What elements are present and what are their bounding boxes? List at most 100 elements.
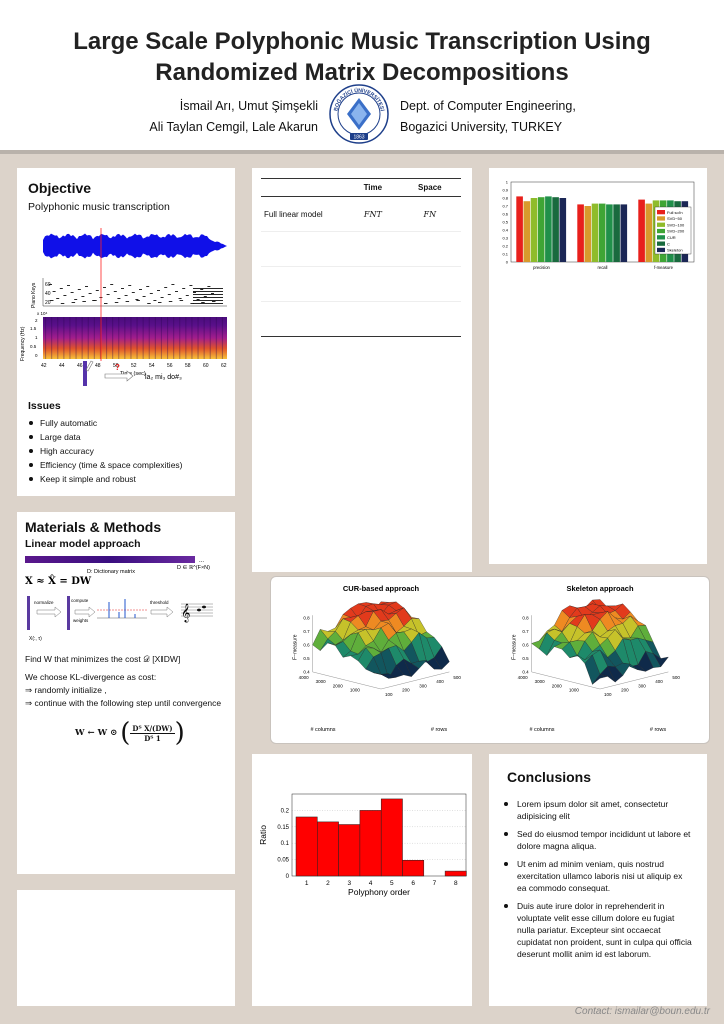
x-axis-label: # columns <box>529 727 554 733</box>
spec-tick-1: 1 <box>35 335 38 340</box>
normalize-arrow-icon <box>36 606 62 618</box>
table-cell <box>261 266 347 302</box>
time-tick: 52 <box>131 363 137 369</box>
surface-patch <box>373 672 389 675</box>
legend-label: Full sol'n <box>667 210 683 215</box>
surface-title: CUR-based approach <box>343 584 420 593</box>
table-cell <box>398 301 461 337</box>
time-ticks: 42 44 46 48 50 52 54 56 58 60 62 <box>41 363 227 369</box>
time-tick: 44 <box>59 363 65 369</box>
performance-panel: 0 0.1 0.2 0.3 0.4 0.5 0.6 0.7 0.8 0.9 1 precision re… <box>489 168 707 564</box>
z-tick-label: 0.8 <box>522 615 529 620</box>
time-tick: 58 <box>185 363 191 369</box>
spec-ylabel: Frequency (Hz) <box>20 326 26 361</box>
time-tick: 62 <box>221 363 227 369</box>
bar <box>606 204 613 262</box>
complexity-panel: Time Space Full linear model FNT FN <box>252 168 472 572</box>
y-tick-label: 0.8 <box>502 196 508 201</box>
title-line-2: Randomized Matrix Decompositions <box>155 59 569 86</box>
update-rule: W ← W ⊙ ( Dᵀ X/(DW) Dᵀ 1 ) <box>75 718 185 748</box>
compute-label: compute <box>71 598 89 603</box>
z-axis-label: F−measure <box>512 634 518 660</box>
table-cell: Full linear model <box>261 196 347 232</box>
x-tick-label: 2000 <box>333 683 344 688</box>
objective-subheading: Polyphonic music transcription <box>28 201 170 213</box>
complexity-table-wrap: Time Space Full linear model FNT FN <box>261 178 461 337</box>
bar <box>645 203 653 262</box>
y-tick-label: 300 <box>419 683 427 688</box>
update-lhs: W ← W ⊙ <box>75 728 118 738</box>
y-tick-label: 100 <box>385 692 393 697</box>
model-equation: X ≈ X̂ = DW <box>25 575 92 587</box>
contact-email: Contact: ismailar@boun.edu.tr <box>574 1006 710 1017</box>
y-tick-label: 0.1 <box>502 252 508 257</box>
bar <box>638 199 645 262</box>
x-tick-label: 7 <box>433 880 437 887</box>
bar <box>559 198 567 262</box>
z-tick-label: 0.4 <box>522 669 529 674</box>
time-tick: 54 <box>149 363 155 369</box>
table-header-space: Space <box>398 179 461 197</box>
seal-year: 1863 <box>353 135 364 141</box>
x-tick-label: 4000 <box>299 675 310 680</box>
table-cell <box>261 301 347 337</box>
table-cell <box>398 266 461 302</box>
iterate-step: ⇒ continue with the following step until… <box>25 698 222 708</box>
spec-exponent: x 10⁴ <box>37 311 48 316</box>
z-tick-label: 0.5 <box>303 656 310 661</box>
bar <box>613 204 620 262</box>
time-tick: 60 <box>203 363 209 369</box>
x-tick-label: recall <box>597 265 607 270</box>
y-tick-label: 500 <box>453 675 461 680</box>
pencil-icon <box>85 360 94 372</box>
authors-line-1: İsmail Arı, Umut Şimşekli <box>179 99 318 113</box>
y-tick-label: 0.2 <box>281 808 290 814</box>
x-tick-label: 1 <box>305 880 309 887</box>
spec-tick-0: 0 <box>35 353 38 358</box>
y-tick-label: 200 <box>621 688 629 693</box>
weights-plot <box>97 599 147 619</box>
svg-text:𝄞: 𝄞 <box>181 603 190 623</box>
frame-label: X(:, τ) <box>29 636 42 642</box>
legend-label: SVD−200 <box>667 229 685 234</box>
legend-label: SVD−50 <box>667 216 683 221</box>
conclusions-list: Lorem ipsum dolor sit amet, consectetur … <box>503 798 693 966</box>
legend-label: C <box>667 241 670 246</box>
bar <box>552 197 559 262</box>
table-cell: FN <box>398 196 461 232</box>
x-tick-label: 3 <box>347 880 351 887</box>
y-tick-label: 0.6 <box>502 212 508 217</box>
y-axis-label: # rows <box>650 727 666 733</box>
table-cell <box>347 231 399 267</box>
piano-ylabel: Piano Keys <box>31 282 37 308</box>
bar <box>338 824 361 877</box>
y-tick-label: 400 <box>436 679 444 684</box>
table-row <box>261 266 461 302</box>
affiliation: Dept. of Computer Engineering, Bogazici … <box>400 96 660 138</box>
empty-panel-bottom-left <box>17 890 235 1006</box>
surface-title: Skeleton approach <box>566 584 634 593</box>
objective-heading: Objective <box>28 180 92 196</box>
dict-dots: ... <box>199 558 204 564</box>
table-cell: FNT <box>347 196 399 232</box>
polyphony-histogram: 0 0.05 0.1 0.15 0.2 1 2 3 4 5 6 7 8 Polyphony order Ra… <box>258 793 467 897</box>
frame-column <box>27 596 30 630</box>
z-tick-label: 0.4 <box>303 669 310 674</box>
threshold-label: threshold <box>150 600 169 605</box>
legend-label: CUR <box>667 235 676 240</box>
x-axis-label: # columns <box>310 727 335 733</box>
x-tick-label: f-measure <box>654 265 674 270</box>
legend-swatch <box>657 210 665 215</box>
complexity-table: Time Space Full linear model FNT FN <box>261 179 461 337</box>
materials-panel: Materials & Methods Linear model approac… <box>17 512 235 874</box>
y-tick-label: 0 <box>506 260 509 265</box>
update-numerator: Dᵀ X/(DW) <box>130 723 175 734</box>
bar <box>591 203 599 262</box>
piano-tick-60: 60 <box>45 282 51 288</box>
bar <box>523 201 531 262</box>
y-tick-label: 400 <box>655 679 663 684</box>
time-tick: 42 <box>41 363 47 369</box>
spec-tick-1-5: 1.5 <box>30 326 37 331</box>
weights-label: weights <box>73 618 89 623</box>
bar <box>516 196 523 262</box>
